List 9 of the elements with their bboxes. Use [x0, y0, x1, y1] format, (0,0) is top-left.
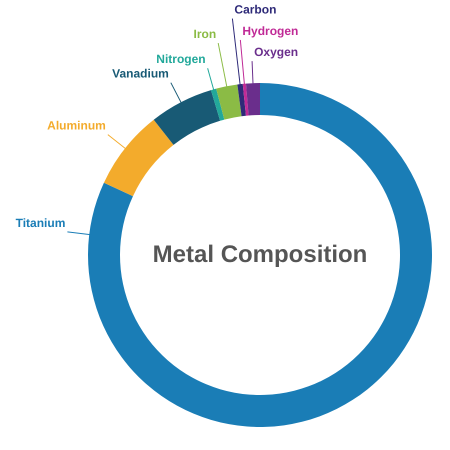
slice-label: Nitrogen [156, 52, 206, 66]
slice-label: Carbon [234, 2, 276, 17]
slice-label: Aluminum [47, 118, 106, 133]
slice-label: Oxygen [254, 45, 298, 60]
slice-label: Hydrogen [242, 24, 298, 38]
slice-label: Vanadium [112, 66, 169, 81]
slice-label: Iron [194, 27, 216, 42]
slice-label: Titanium [16, 216, 66, 230]
text: Metal Composition [152, 241, 368, 268]
